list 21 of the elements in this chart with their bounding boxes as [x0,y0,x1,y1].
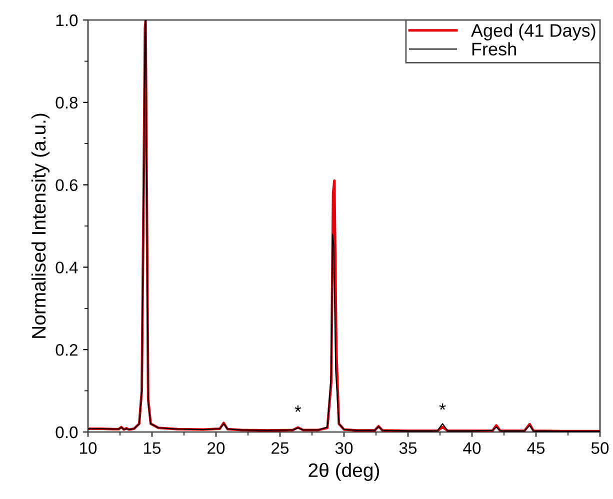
x-tick-label: 10 [80,442,97,454]
x-tick-label: 40 [463,442,481,454]
y-tick-label: 0.8 [56,96,78,109]
x-tick-label: 15 [144,442,161,454]
legend-label: Fresh [472,42,516,56]
y-tick-label: 1.0 [56,14,78,26]
x-tick-label: 30 [335,442,353,454]
x-tick-label: 50 [591,442,609,454]
annotation: * [439,403,446,410]
legend-label: Aged (41 Days) [470,24,596,40]
x-tick-label: 25 [272,442,289,454]
y-axis-title: Normalised Intensity (a.u.) [31,114,50,338]
x-tick-label: 20 [208,442,225,454]
x-axis-title: 2θ (deg) [308,462,380,481]
annotation: * [294,406,302,412]
x-tick-label: 35 [399,442,417,454]
y-tick-label: 0.2 [56,344,78,356]
y-tick-label: 0.6 [56,179,78,192]
y-tick-label: 0.0 [56,426,78,438]
y-tick-label: 0.4 [56,262,78,274]
x-tick-label: 45 [527,442,545,454]
